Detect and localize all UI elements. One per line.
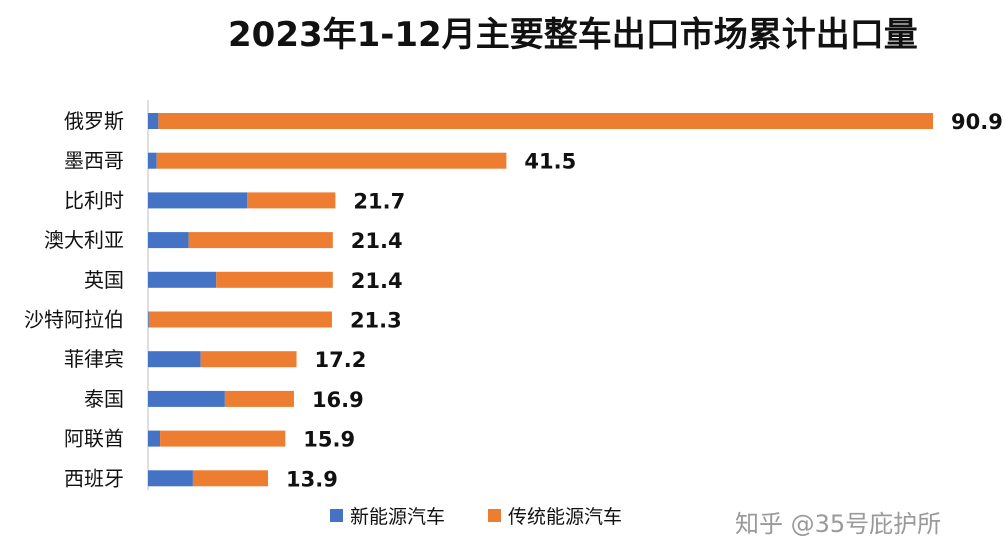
bar-new-energy xyxy=(148,351,201,368)
total-label: 21.7 xyxy=(353,189,405,213)
bar-new-energy xyxy=(148,152,157,169)
bar-new-energy xyxy=(148,430,161,447)
bar-traditional-energy xyxy=(224,390,294,407)
legend-swatch-new-energy xyxy=(330,509,343,522)
bar-new-energy xyxy=(148,390,225,407)
category-label: 比利时 xyxy=(64,188,124,212)
total-label: 90.9 xyxy=(951,110,1003,134)
legend-label: 新能源汽车 xyxy=(350,506,445,528)
category-label: 菲律宾 xyxy=(64,347,124,371)
total-label: 13.9 xyxy=(286,467,338,491)
category-label: 英国 xyxy=(84,268,124,292)
credit-text: 知乎 @35号庇护所 xyxy=(735,510,942,538)
legend-label: 传统能源汽车 xyxy=(508,506,622,528)
bar-traditional-energy xyxy=(216,271,333,288)
category-label: 阿联酋 xyxy=(64,427,124,451)
bar-new-energy xyxy=(148,192,248,209)
bar-traditional-energy xyxy=(192,470,269,487)
total-label: 15.9 xyxy=(303,428,355,452)
category-label: 俄罗斯 xyxy=(64,109,124,133)
bar-traditional-energy xyxy=(247,192,336,209)
bar-new-energy xyxy=(148,470,193,487)
category-label: 沙特阿拉伯 xyxy=(24,308,124,332)
total-label: 21.4 xyxy=(351,229,403,253)
bar-traditional-energy xyxy=(148,311,332,328)
category-label: 西班牙 xyxy=(64,466,124,490)
total-label: 21.4 xyxy=(351,269,403,293)
bar-new-energy xyxy=(148,311,149,328)
bar-traditional-energy xyxy=(200,351,297,368)
bar-new-energy xyxy=(148,271,217,288)
bar-traditional-energy xyxy=(156,152,507,169)
total-label: 17.2 xyxy=(315,348,367,372)
legend-swatch-traditional xyxy=(488,509,501,522)
bar-new-energy xyxy=(148,113,159,129)
bar-traditional-energy xyxy=(158,113,933,129)
total-label: 16.9 xyxy=(312,388,364,412)
category-label: 墨西哥 xyxy=(64,149,124,173)
bar-traditional-energy xyxy=(188,232,333,249)
bar-new-energy xyxy=(148,232,189,249)
chart-title: 2023年1-12月主要整车出口市场累计出口量 xyxy=(228,15,918,55)
bar-traditional-energy xyxy=(160,430,286,447)
category-label: 澳大利亚 xyxy=(44,228,124,252)
category-label: 泰国 xyxy=(84,387,124,411)
total-label: 41.5 xyxy=(524,150,576,174)
total-label: 21.3 xyxy=(350,309,402,333)
